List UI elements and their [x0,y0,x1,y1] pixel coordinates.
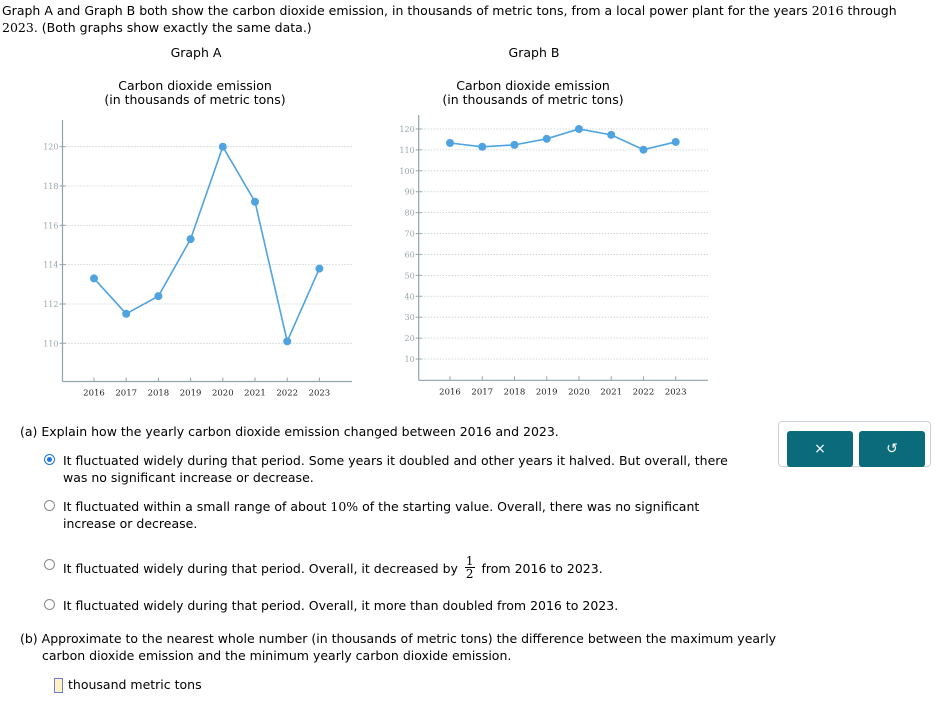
reset-button[interactable]: ↺ [859,431,925,467]
clear-button[interactable]: × [787,431,853,467]
x-tick-label: 2021 [244,389,266,399]
x-tick-label: 2021 [600,387,622,397]
data-point [478,142,487,151]
data-point [251,197,259,206]
graph-a-label: Graph A [170,45,222,60]
data-point [607,130,616,139]
y-tick-label: 70 [405,230,415,239]
x-tick-label: 2019 [180,389,202,399]
graph-b-label: Graph B [508,45,560,60]
answer-input[interactable] [54,678,63,693]
data-point [671,137,680,146]
x-tick-label: 2023 [309,389,331,399]
y-tick-label: 110 [399,146,414,155]
y-tick-label: 40 [405,292,415,301]
y-tick-label: 114 [43,261,58,270]
option-3[interactable]: It fluctuated widely during that period.… [44,554,744,581]
data-point [639,145,648,154]
option-4[interactable]: It fluctuated widely during that period.… [44,597,744,615]
problem-intro: Graph A and Graph B both show the carbon… [2,3,897,35]
radio-option-4[interactable] [44,599,55,610]
y-tick-label: 20 [405,334,415,343]
x-tick-label: 2022 [276,389,298,399]
data-point [154,292,163,301]
radio-option-2[interactable] [44,500,55,511]
x-tick-label: 2016 [83,389,105,399]
close-icon: × [814,441,826,457]
answer-unit-label: thousand metric tons [68,677,202,692]
action-panel: × ↺ [778,421,931,467]
graph-a-title: Carbon dioxide emission (in thousands of… [104,78,286,107]
part-b-question: (b) Approximate to the nearest whole num… [20,631,777,663]
x-tick-label: 2023 [665,387,687,397]
option-2[interactable]: It fluctuated within a small range of ab… [44,498,744,532]
data-point [186,235,195,244]
undo-icon: ↺ [886,441,898,457]
x-tick-label: 2017 [115,389,137,399]
graph-a-chart: 110 112 114 116 118 120 2016 2017 2018 2019 2020 20… [43,120,352,399]
x-tick-label: 2018 [504,387,526,397]
y-tick-label: 112 [43,300,58,309]
y-tick-label: 110 [43,339,58,348]
data-point [446,139,454,148]
x-tick-label: 2016 [439,387,461,397]
data-point [283,337,292,346]
data-point [315,264,324,273]
x-tick-label: 2020 [212,389,234,399]
option-1[interactable]: It fluctuated widely during that period.… [44,452,744,486]
data-line [93,144,321,344]
y-tick-label: 30 [405,313,415,322]
data-point [218,142,227,151]
part-a-question: (a) Explain how the yearly carbon dioxid… [20,424,559,439]
x-tick-label: 2019 [536,387,558,397]
radio-option-3[interactable] [44,559,55,570]
y-tick-label: 50 [405,271,415,280]
y-tick-label: 80 [405,209,415,218]
y-tick-label: 100 [399,167,414,176]
data-point [542,134,551,143]
y-tick-label: 90 [405,188,415,197]
x-tick-label: 2017 [471,387,493,397]
x-tick-label: 2022 [633,387,655,397]
data-point [510,140,519,149]
data-line [449,128,676,151]
graph-b-title: Carbon dioxide emission (in thousands of… [442,78,624,107]
x-tick-label: 2018 [148,389,170,399]
y-tick-label: 118 [43,182,58,191]
y-tick-label: 120 [399,125,414,134]
data-point [574,125,583,133]
radio-option-1[interactable] [44,454,55,465]
x-tick-label: 2020 [568,387,590,397]
y-tick-label: 10 [405,355,415,364]
data-point [90,274,98,283]
graph-b-chart: 10 20 30 40 50 60 70 80 90 100 110 120 2016 2017 2018 2… [399,115,708,397]
y-tick-label: 120 [43,143,58,152]
y-tick-label: 116 [43,221,58,230]
y-tick-label: 60 [405,250,415,259]
data-point [122,309,131,318]
